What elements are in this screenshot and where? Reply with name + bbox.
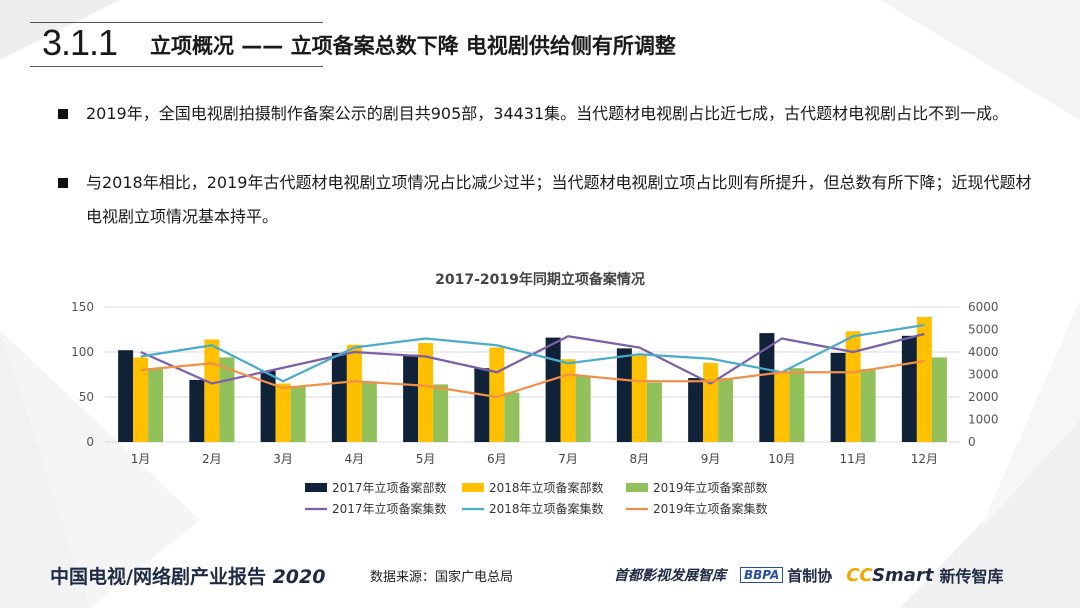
series-line: [140, 323, 925, 383]
bar: [418, 343, 434, 442]
x-tick-label: 12月: [911, 452, 938, 466]
bar: [204, 339, 220, 442]
bullet-text: 2019年，全国电视剧拍摄制作备案公示的剧目共905部，34431集。当代题材电…: [86, 104, 1009, 123]
x-tick-label: 11月: [839, 452, 866, 466]
bar: [646, 382, 662, 442]
report-title-text: 中国电视/网络剧产业报告: [50, 566, 266, 588]
bar: [290, 386, 306, 442]
y-left-tick-label: 0: [86, 435, 94, 449]
y-right-tick-label: 4000: [968, 345, 999, 359]
y-right-tick-label: 0: [968, 435, 976, 449]
partner-logos: 首都影视发展智库 BBPA 首制协 CCSmart 新传智库: [614, 562, 1003, 588]
bar: [148, 368, 164, 442]
logo-bbpa: BBPA 首制协: [740, 565, 832, 586]
legend-label: 2019年立项备案集数: [653, 501, 768, 516]
bar: [275, 383, 291, 442]
ccsmart-smart: Smart: [872, 564, 934, 586]
bar: [789, 368, 805, 442]
square-bullet-icon: [58, 109, 68, 119]
x-tick-label: 2月: [202, 452, 222, 466]
legend-label: 2018年立项备案部数: [489, 480, 604, 495]
bar: [545, 337, 561, 442]
bar: [189, 379, 205, 442]
bar: [631, 353, 647, 442]
legend-label: 2018年立项备案集数: [489, 501, 604, 516]
legend-swatch: [305, 483, 327, 492]
bar: [504, 392, 520, 442]
bbpa-box: BBPA: [740, 567, 784, 583]
data-source: 数据来源：国家广电总局: [370, 570, 514, 585]
bar: [774, 372, 790, 442]
bar: [845, 331, 861, 442]
logo-ccsmart: CCSmart 新传智库: [846, 563, 1003, 587]
bar: [718, 378, 734, 442]
y-right-tick-label: 2000: [968, 390, 999, 404]
combo-chart: 2017-2019年同期立项备案情况 0 50 100 150 0 1000 2000 3000…: [71, 271, 999, 516]
bullet-text: 与2018年相比，2019年古代题材电视剧立项情况占比减少过半；当代题材电视剧立…: [86, 173, 1032, 226]
legend-label: 2017年立项备案部数: [332, 480, 447, 495]
bar: [560, 359, 576, 442]
x-tick-label: 6月: [487, 452, 507, 466]
y-left-tick-label: 100: [71, 345, 94, 359]
y-right-tick-label: 3000: [968, 368, 999, 382]
x-tick-label: 7月: [558, 452, 578, 466]
header-bottom-rule: [30, 66, 323, 67]
x-tick-label: 10月: [768, 452, 795, 466]
legend-swatch: [462, 483, 484, 492]
y-right-tick-label: 1000: [968, 413, 999, 427]
bar: [759, 333, 775, 442]
report-year: 2020: [272, 566, 326, 588]
logo-capital-film-think-tank: 首都影视发展智库: [614, 568, 726, 584]
bar: [688, 378, 704, 442]
ccsmart-cn: 新传智库: [939, 567, 1004, 586]
bar: [703, 362, 719, 442]
bar: [433, 384, 449, 442]
legend-label: 2017年立项备案集数: [332, 501, 447, 516]
bar: [474, 368, 490, 442]
bbpa-text: 首制协: [787, 566, 833, 585]
bar: [830, 352, 846, 442]
x-tick-label: 4月: [345, 452, 365, 466]
chart-title: 2017-2019年同期立项备案情况: [435, 271, 645, 288]
ccsmart-cc: CC: [846, 564, 873, 586]
y-right-tick-label: 5000: [968, 323, 999, 337]
section-number: 3.1.1: [42, 22, 118, 63]
bar: [616, 348, 632, 442]
bar: [860, 369, 876, 442]
bar: [118, 350, 134, 442]
bar: [575, 375, 591, 442]
bar: [403, 354, 419, 442]
y-left-tick-label: 150: [71, 300, 94, 314]
page-title: 立项概况 —— 立项备案总数下降 电视剧供给侧有所调整: [150, 34, 676, 58]
legend-label: 2019年立项备案部数: [653, 480, 768, 495]
x-tick-label: 5月: [416, 452, 436, 466]
square-bullet-icon: [58, 178, 68, 188]
bar: [331, 352, 347, 442]
bar: [931, 357, 947, 442]
x-tick-label: 1月: [131, 452, 151, 466]
bullet-item: 与2018年相比，2019年古代题材电视剧立项情况占比减少过半；当代题材电视剧立…: [58, 166, 1038, 234]
legend-swatch: [626, 483, 648, 492]
bar: [260, 370, 276, 442]
series-line: [140, 359, 925, 399]
report-title: 中国电视/网络剧产业报告 2020: [50, 562, 325, 589]
bar: [346, 344, 362, 442]
x-tick-label: 8月: [630, 452, 650, 466]
x-tick-label: 9月: [701, 452, 721, 466]
bar: [361, 381, 377, 442]
x-tick-label: 3月: [273, 452, 293, 466]
y-left-tick-label: 50: [79, 390, 94, 404]
bar: [133, 357, 149, 442]
bar: [901, 335, 917, 442]
bar: [916, 316, 932, 442]
y-right-tick-label: 6000: [968, 300, 999, 314]
bullet-item: 2019年，全国电视剧拍摄制作备案公示的剧目共905部，34431集。当代题材电…: [58, 97, 1038, 131]
header-top-rule: [30, 22, 323, 23]
